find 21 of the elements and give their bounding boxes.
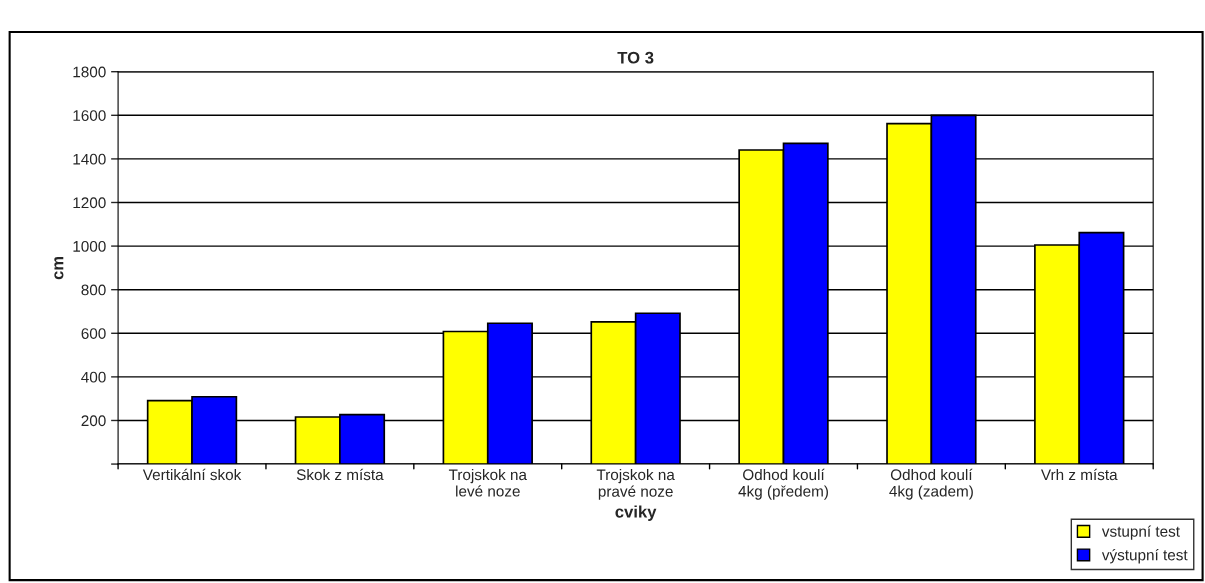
x-axis-title: cviky (615, 505, 657, 521)
x-tick-label: Vrh z místa (1040, 468, 1118, 481)
y-tick-label: 1600 (73, 110, 106, 121)
chart-title: TO 3 (617, 51, 654, 64)
y-axis-title: cm (54, 256, 64, 280)
y-tick-label: 1800 (73, 66, 106, 78)
legend-label: vstupní test (1101, 525, 1180, 540)
x-tick-label: Trojskok na levé noze (448, 468, 527, 497)
x-tick-label: Trojskok na pravé noze (596, 468, 675, 500)
y-tick-label: 1200 (73, 197, 106, 209)
x-tick-label: Skok z místa (296, 468, 384, 481)
x-tick-label: Vertikální skok (142, 468, 242, 481)
y-tick-label: 200 (81, 415, 106, 427)
y-tick-label: 1400 (73, 153, 106, 165)
x-tick-label: Odhod koulí 4kg (zadem) (889, 468, 973, 500)
y-tick-label: 600 (81, 328, 106, 339)
x-tick-label: Odhod koulí 4kg (předem) (738, 468, 828, 500)
y-tick-label: 1000 (73, 240, 106, 252)
y-tick-label: 800 (81, 284, 106, 296)
legend-label: výstupní test (1101, 549, 1188, 564)
y-tick-label: 400 (81, 371, 106, 383)
